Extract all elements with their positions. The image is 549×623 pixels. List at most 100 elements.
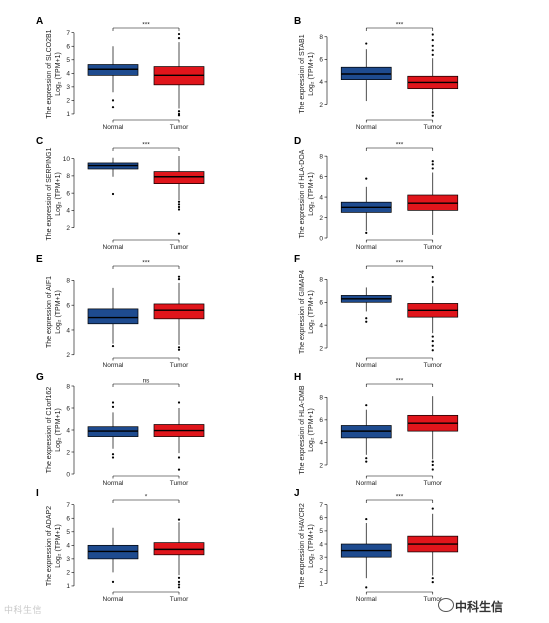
outlier-point (365, 457, 368, 460)
outlier-point (431, 44, 434, 47)
outlier-point (365, 177, 368, 180)
significance-label: *** (396, 378, 404, 385)
outlier-point (111, 106, 115, 109)
y-tick-label: 6 (66, 302, 70, 309)
y-tick-label: 6 (66, 44, 70, 51)
y-axis-unit-label: Log₂ (TPM+1) (55, 290, 62, 334)
x-tick-label-tumor: Tumor (423, 596, 442, 603)
y-tick-label: 2 (319, 568, 323, 575)
panel-h: H The expression of HLA-DMB Log₂ (TPM+1) 2 4… (294, 372, 459, 487)
y-tick-label: 2 (66, 570, 70, 577)
outlier-point (177, 346, 181, 349)
y-tick-label: 6 (319, 57, 323, 64)
panel-letter: J (294, 488, 300, 499)
outlier-point (431, 581, 434, 584)
panel-letter: I (36, 488, 39, 499)
y-tick-label: 0 (319, 235, 323, 242)
y-tick-label: 3 (66, 84, 70, 91)
y-tick-label: 8 (319, 395, 323, 402)
y-tick-label: 6 (319, 515, 323, 522)
y-axis-label: The expression of STAB1 (299, 34, 306, 113)
x-tick-label-tumor: Tumor (170, 244, 189, 251)
outlier-point (111, 580, 115, 583)
y-axis-label: The expression of HAVCR2 (299, 503, 306, 589)
outlier-point (365, 317, 368, 320)
x-tick-label-normal: Normal (103, 480, 125, 487)
outlier-point (365, 42, 368, 45)
outlier-point (431, 280, 434, 283)
outlier-point (177, 278, 181, 281)
significance-label: *** (396, 22, 404, 29)
outlier-point (177, 456, 181, 459)
outlier-point (111, 405, 115, 408)
outlier-point (177, 203, 181, 206)
y-tick-label: 1 (66, 111, 70, 118)
y-axis-label: The expression of HLA-DMB (299, 385, 306, 474)
panel-letter: C (36, 136, 43, 147)
outlier-point (431, 163, 434, 166)
outlier-point (111, 453, 115, 456)
y-tick-label: 6 (66, 516, 70, 523)
outlier-point (177, 37, 181, 40)
outlier-point (431, 49, 434, 52)
panel-e: E The expression of AIF1 Log₂ (TPM+1) 2 4 6 8 N… (36, 254, 205, 369)
significance-label: ns (143, 378, 151, 385)
outlier-point (111, 401, 115, 404)
x-tick-label-tumor: Tumor (170, 596, 189, 603)
y-axis-label: The expression of HLA-DOA (299, 149, 306, 238)
box-tumor (153, 303, 205, 320)
x-tick-label-normal: Normal (356, 596, 378, 603)
outlier-point (177, 32, 181, 36)
y-axis-unit-label: Log₂ (TPM+1) (55, 52, 62, 96)
y-tick-label: 6 (319, 417, 323, 424)
y-axis-label: The expression of AIF1 (46, 276, 53, 348)
significance-label: *** (396, 494, 404, 501)
y-axis-label: The expression of ADAP2 (46, 506, 53, 586)
outlier-point (365, 231, 368, 234)
y-tick-label: 4 (319, 322, 323, 329)
y-tick-label: 6 (66, 405, 70, 412)
y-tick-label: 1 (319, 581, 323, 588)
outlier-point (431, 344, 434, 347)
y-tick-label: 4 (319, 79, 323, 86)
outlier-point (431, 335, 434, 338)
y-tick-label: 3 (66, 556, 70, 563)
x-tick-label-normal: Normal (103, 124, 125, 131)
outlier-point (431, 349, 434, 352)
outlier-point (177, 583, 181, 586)
y-tick-label: 8 (319, 153, 323, 160)
y-tick-label: 2 (66, 98, 70, 105)
y-axis-unit-label: Log₂ (TPM+1) (55, 172, 62, 216)
panel-letter: A (36, 16, 43, 27)
outlier-point (431, 276, 434, 279)
x-tick-label-tumor: Tumor (170, 480, 189, 487)
y-tick-label: 2 (66, 449, 70, 456)
outlier-point (365, 586, 368, 589)
outlier-point (177, 401, 181, 404)
x-tick-label-tumor: Tumor (423, 124, 442, 131)
y-tick-label: 6 (319, 300, 323, 307)
outlier-point (111, 344, 115, 348)
x-tick-label-tumor: Tumor (423, 244, 442, 251)
outlier-point (431, 111, 434, 114)
y-tick-label: 4 (66, 427, 70, 434)
y-tick-label: 8 (319, 34, 323, 41)
y-tick-label: 2 (319, 345, 323, 352)
x-tick-label-tumor: Tumor (423, 362, 442, 369)
y-tick-label: 8 (319, 277, 323, 284)
outlier-point (365, 460, 368, 463)
y-tick-label: 8 (66, 173, 70, 180)
panel-i: I The expression of ADAP2 Log₂ (TPM+1) 1 2 3 4… (36, 488, 205, 603)
x-tick-label-normal: Normal (103, 596, 125, 603)
outlier-point (365, 404, 368, 407)
panel-letter: E (36, 254, 43, 265)
panel-d: D The expression of HLA-DOA Log₂ (TPM+1) 0 2… (294, 136, 459, 251)
significance-label: *** (396, 142, 404, 149)
outlier-point (431, 468, 434, 471)
significance-label: *** (142, 142, 150, 149)
y-tick-label: 4 (319, 194, 323, 201)
watermark-right: 中科生信 (455, 600, 504, 614)
outlier-point (431, 167, 434, 170)
